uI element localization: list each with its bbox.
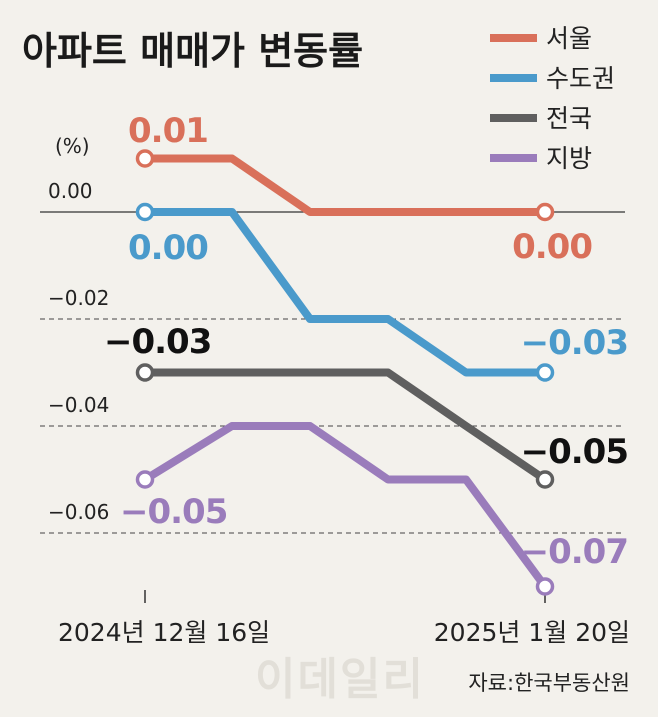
point-3-start: [135, 470, 155, 489]
y-ticks: 0.00 −0.02 −0.04 −0.06: [48, 179, 109, 524]
data-label-2-start: −0.03: [104, 322, 211, 362]
y-tick-label-3: −0.06: [48, 500, 109, 524]
x-tick-label-0: 2024년 12월 16일: [58, 618, 270, 647]
y-tick-label-0: 0.00: [48, 179, 93, 203]
point-1-start: [135, 202, 155, 222]
data-label-3-start: −0.05: [120, 492, 227, 532]
point-3-end: [535, 577, 555, 596]
legend-label-1: 수도권: [546, 64, 615, 93]
point-1-end: [535, 363, 555, 382]
chart-title: 아파트 매매가 변동률: [22, 29, 363, 73]
y-tick-label-1: −0.02: [48, 286, 109, 310]
source-note: 자료:한국부동산원: [468, 671, 630, 695]
series-group: [135, 149, 555, 596]
series-line-0: [145, 154, 545, 216]
data-label-2-end: −0.05: [521, 432, 628, 472]
point-0-end: [535, 202, 555, 222]
y-unit-label: (%): [55, 134, 90, 158]
watermark: 이데일리: [255, 654, 425, 705]
data-label-3-end: −0.07: [521, 532, 628, 572]
legend-label-0: 서울: [546, 24, 592, 53]
data-label-1-end: −0.03: [521, 323, 628, 363]
y-tick-label-2: −0.04: [48, 393, 109, 417]
point-0-start: [135, 149, 155, 168]
x-axis: 2024년 12월 16일 2025년 1월 20일: [58, 590, 630, 647]
legend-label-3: 지방: [546, 144, 592, 173]
point-2-end: [535, 470, 555, 489]
point-2-start: [135, 363, 155, 382]
data-labels: 0.01 0.00 0.00 −0.03 −0.03 −0.05 −0.05 −0.07: [104, 111, 629, 572]
data-label-0-end: 0.00: [512, 227, 592, 267]
series-line-3: [142, 422, 549, 589]
data-label-1-start: 0.00: [128, 228, 208, 268]
series-line-1: [145, 208, 545, 377]
legend-label-2: 전국: [546, 104, 592, 133]
x-tick-label-1: 2025년 1월 20일: [434, 618, 630, 647]
series-line-2: [145, 368, 548, 483]
data-label-0-start: 0.01: [128, 111, 208, 151]
